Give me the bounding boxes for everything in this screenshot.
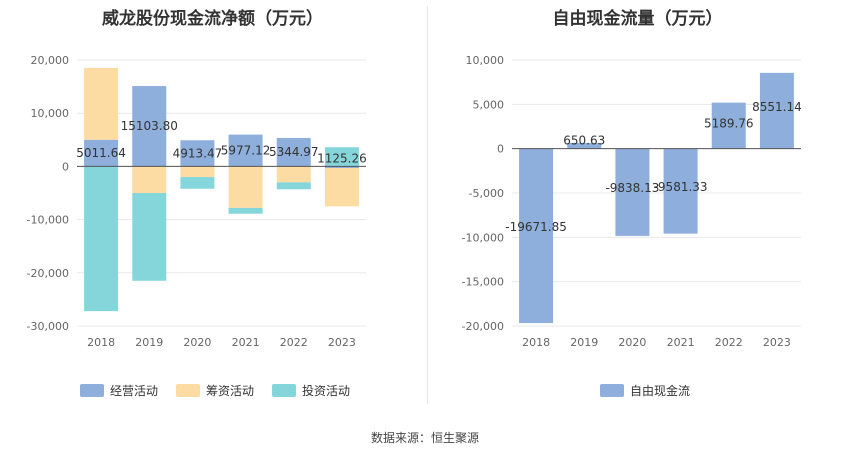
legend-label: 筹资活动 [206, 384, 254, 398]
x-tick-label: 2023 [328, 336, 356, 349]
data-source-note: 数据来源：恒生聚源 [370, 431, 479, 445]
bar [324, 168, 359, 207]
bar [324, 147, 359, 167]
data-label: 1125.26 [317, 151, 367, 165]
chart-divider [427, 6, 428, 404]
y-tick-label: 0 [62, 160, 69, 173]
bar [276, 182, 311, 190]
bar [180, 177, 215, 189]
bar [663, 148, 698, 234]
left-chart-title: 威龙股份现金流净额（万元） [102, 9, 323, 29]
bar [228, 134, 263, 167]
data-label: -9838.13 [605, 181, 659, 195]
bar [180, 140, 215, 167]
bar [567, 142, 602, 149]
y-tick-label: -20,000 [27, 267, 69, 280]
data-label: 5977.12 [221, 144, 271, 158]
y-tick-label: -30,000 [27, 320, 69, 333]
right-chart: 10,000 5,000 0 -5,000 -10,000 -15,000 -20,000 2… [462, 54, 802, 398]
data-label: -9581.33 [654, 180, 708, 194]
y-tick-label: -20,000 [462, 320, 504, 333]
bar [180, 166, 215, 178]
bar [228, 207, 263, 214]
bar [84, 139, 119, 167]
bar [132, 86, 167, 167]
bar [759, 72, 794, 149]
legend-swatch [272, 384, 296, 397]
x-tick-label: 2022 [280, 336, 308, 349]
legend-label: 经营活动 [110, 384, 158, 398]
y-tick-label: -10,000 [462, 231, 504, 244]
legend-label: 自由现金流 [630, 383, 690, 398]
x-tick-label: 2021 [667, 336, 695, 349]
bar [84, 67, 119, 140]
x-tick-label: 2023 [763, 336, 791, 349]
y-tick-label: 5,000 [473, 98, 505, 111]
y-tick-label: -5,000 [469, 187, 504, 200]
data-label: 15103.80 [121, 119, 178, 133]
y-tick-label: -15,000 [462, 276, 504, 289]
bar [276, 137, 311, 167]
bar [228, 166, 263, 208]
legend-swatch [176, 384, 200, 397]
legend-swatch [80, 384, 104, 397]
data-label: 5189.76 [704, 116, 754, 130]
data-label: 8551.14 [752, 100, 802, 114]
bar [84, 166, 119, 312]
x-tick-label: 2018 [87, 336, 115, 349]
x-tick-label: 2021 [232, 336, 260, 349]
x-tick-label: 2022 [715, 336, 743, 349]
y-tick-label: 10,000 [466, 54, 505, 67]
data-label: -19671.85 [505, 220, 567, 234]
data-label: 650.63 [563, 134, 605, 148]
x-tick-label: 2019 [135, 336, 163, 349]
bar [132, 166, 167, 193]
bar [519, 148, 554, 324]
x-tick-label: 2020 [183, 336, 211, 349]
y-tick-label: 20,000 [31, 54, 70, 67]
y-tick-label: -10,000 [27, 214, 69, 227]
legend-swatch [600, 384, 624, 397]
x-tick-label: 2018 [522, 336, 550, 349]
legend-label: 投资活动 [302, 383, 350, 398]
data-label: 4913.47 [173, 146, 223, 160]
x-tick-label: 2020 [618, 336, 646, 349]
bar [276, 166, 311, 183]
y-tick-label: 10,000 [31, 107, 70, 120]
bar [132, 193, 167, 281]
data-label: 5344.97 [269, 145, 319, 159]
x-tick-label: 2019 [570, 336, 598, 349]
bar [324, 166, 359, 169]
data-label: 5011.64 [76, 146, 126, 160]
bar [711, 102, 746, 149]
right-chart-title: 自由现金流量（万元） [552, 9, 723, 29]
y-tick-label: 0 [497, 143, 504, 156]
bar [615, 148, 650, 236]
left-chart: 20,000 10,000 0 -10,000 -20,000 -30,000 2018 20… [27, 54, 367, 398]
